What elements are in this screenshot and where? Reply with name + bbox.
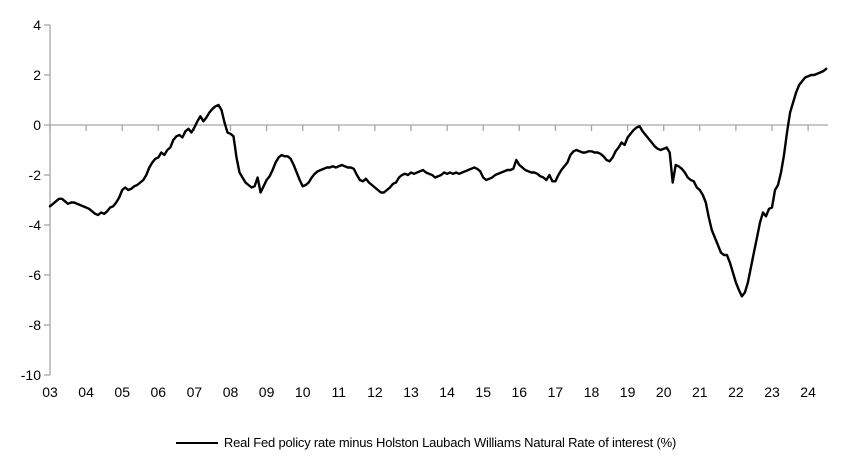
y-tick-label: -4 [29, 217, 42, 233]
x-tick-label: 16 [512, 384, 528, 400]
x-tick-label: 21 [692, 384, 708, 400]
x-tick-label: 03 [42, 384, 58, 400]
x-tick-label: 23 [764, 384, 780, 400]
x-tick-label: 15 [475, 384, 491, 400]
y-tick-label: -10 [21, 367, 41, 383]
y-tick-label: -2 [29, 167, 42, 183]
x-tick-label: 11 [332, 384, 347, 400]
y-tick-label: 2 [33, 67, 41, 83]
x-tick-label: 12 [367, 384, 383, 400]
legend-line-swatch [175, 441, 218, 444]
x-tick-label: 08 [223, 384, 239, 400]
legend-label: Real Fed policy rate minus Holston Lauba… [223, 435, 677, 450]
x-tick-label: 17 [548, 384, 564, 400]
y-tick-label: 4 [33, 17, 41, 33]
x-tick-label: 10 [295, 384, 311, 400]
x-tick-label: 24 [800, 384, 816, 400]
legend: Real Fed policy rate minus Holston Lauba… [0, 435, 852, 450]
x-tick-label: 04 [78, 384, 94, 400]
series-line [48, 67, 828, 298]
x-tick-label: 06 [151, 384, 167, 400]
y-tick-label: 0 [33, 117, 41, 133]
y-tick-label: -6 [29, 267, 42, 283]
x-tick-label: 19 [620, 384, 636, 400]
x-tick-label: 14 [439, 384, 455, 400]
x-tick-label: 20 [656, 384, 672, 400]
x-tick-label: 09 [259, 384, 275, 400]
x-tick-label: 05 [114, 384, 130, 400]
y-tick-label: -8 [29, 317, 42, 333]
x-tick-label: 07 [187, 384, 203, 400]
x-tick-label: 13 [403, 384, 419, 400]
x-tick-label: 22 [728, 384, 744, 400]
x-tick-label: 18 [584, 384, 600, 400]
